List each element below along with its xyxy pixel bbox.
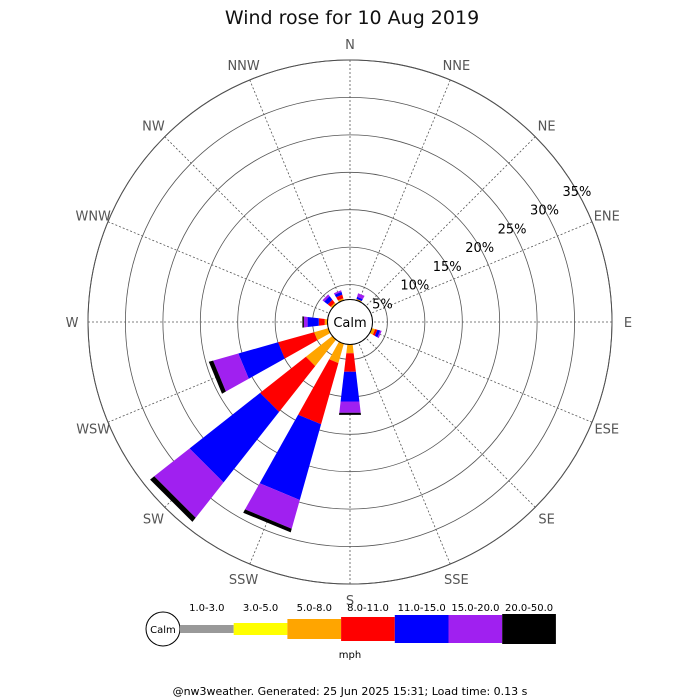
direction-label-sw: SW [143, 513, 164, 528]
legend-label-3: 8.0-11.0 [347, 603, 389, 614]
bar-wsw-bin5 [213, 353, 249, 392]
ring-label: 20% [465, 241, 494, 256]
legend-label-2: 5.0-8.0 [297, 603, 332, 614]
direction-label-nne: NNE [443, 59, 471, 74]
spoke-se [349, 321, 536, 508]
legend-label-0: 1.0-3.0 [189, 603, 224, 614]
wind-bars [150, 290, 382, 533]
legend-label-6: 20.0-50.0 [505, 603, 553, 614]
legend-label-4: 11.0-15.0 [398, 603, 446, 614]
ring-label: 35% [562, 185, 591, 200]
bar-sw-bin6 [150, 476, 196, 522]
ring-labels: 5% 10% 15%20% 25%30%35% [372, 185, 591, 312]
bar-s-bin3 [344, 353, 356, 372]
ring-label: 25% [498, 222, 527, 237]
bar-ssw-bin3 [298, 359, 339, 425]
bar-sw-bin5 [154, 448, 224, 518]
legend-swatch-6 [502, 614, 556, 644]
bar-nnw-bin3 [336, 294, 344, 301]
bar-nw-bin3 [327, 299, 335, 307]
calm-label: Calm [333, 316, 366, 331]
direction-label-e: E [624, 316, 632, 331]
bar-nne-bin4 [356, 296, 363, 302]
legend-label-5: 15.0-20.0 [451, 603, 499, 614]
speed-legend: Calm 1.0-3.0 3.0-5.0 5.0-8.0 8.0-11.0 11.0-15… [145, 603, 556, 647]
direction-label-wsw: WSW [76, 422, 110, 437]
calm-circle [327, 299, 373, 345]
grid-ring [162, 134, 538, 510]
bar-ese-bin5 [377, 330, 382, 339]
ring-label: 30% [530, 204, 559, 219]
bar-w-bin2 [324, 319, 328, 325]
direction-label-w: W [66, 316, 79, 331]
spoke-nnw [249, 79, 351, 323]
spoke-sse [349, 321, 451, 565]
direction-labels: N NNE NE ENE E ESE SE SSE S SSW SW WSW W WNW NW NNW [66, 38, 633, 609]
bar-ssw-bin2 [329, 341, 344, 364]
chart-title: Wind rose for 10 Aug 2019 [225, 7, 479, 29]
direction-label-ene: ENE [594, 210, 620, 225]
legend-swatch-4 [394, 615, 449, 643]
bar-nnw-bin5 [333, 290, 342, 295]
bar-w-bin3 [318, 318, 325, 326]
bar-sw-bin3 [260, 356, 316, 412]
bar-ssw-bin4 [259, 414, 322, 500]
spoke-nw [164, 136, 351, 323]
bar-nne-bin5 [357, 293, 365, 300]
legend-swatch-5 [448, 615, 503, 643]
legend-swatch-0 [180, 625, 234, 633]
bar-w-bin4 [307, 317, 319, 327]
direction-label-ese: ESE [594, 422, 619, 437]
bar-wsw-bin4 [238, 342, 285, 379]
bar-ssw-bin5 [245, 483, 300, 529]
legend-label-1: 3.0-5.0 [243, 603, 278, 614]
legend-swatch-3 [341, 617, 395, 641]
direction-label-ne: NE [538, 119, 556, 134]
bar-s-bin4 [340, 371, 360, 402]
bar-nw-bin4 [324, 296, 333, 305]
direction-label-nw: NW [142, 119, 165, 134]
footer-text: @nw3weather. Generated: 25 Jun 2025 15:3… [173, 685, 528, 698]
bar-nnw-bin4 [334, 291, 343, 298]
bar-nw-bin5 [322, 294, 330, 302]
bar-w-bin6 [302, 316, 304, 328]
spoke-wnw [107, 221, 351, 323]
bar-nw-bin2 [330, 302, 337, 309]
direction-label-se: SE [538, 513, 554, 528]
legend-calm-label: Calm [150, 625, 176, 636]
ring-label: 10% [400, 279, 429, 294]
direction-label-ssw: SSW [229, 573, 259, 588]
bar-nnw-bin2 [337, 298, 344, 303]
ring-label: 5% [372, 297, 393, 312]
direction-label-sse: SSE [444, 573, 469, 588]
bar-ssw-bin6 [243, 509, 292, 533]
legend-unit: mph [339, 650, 361, 661]
ring-label: 15% [433, 260, 462, 275]
bar-ese-bin4 [374, 329, 381, 338]
bar-wsw-bin6 [208, 360, 226, 394]
bar-s-bin6 [339, 412, 361, 415]
direction-label-nnw: NNW [227, 59, 259, 74]
bar-ese-bin3 [372, 329, 378, 336]
spoke-ese [349, 321, 593, 423]
bar-wsw-bin3 [278, 332, 318, 359]
direction-label-wnw: WNW [75, 210, 111, 225]
bar-s-bin5 [339, 401, 361, 413]
direction-label-n: N [345, 38, 355, 53]
legend-swatch-2 [287, 619, 342, 639]
bar-s-bin2 [346, 344, 354, 354]
bar-sw-bin2 [305, 335, 337, 367]
bar-sw-bin4 [189, 392, 280, 483]
calm-center: Calm [327, 299, 373, 345]
legend-swatch-1 [233, 623, 288, 635]
direction-label-s: S [346, 594, 354, 609]
bar-w-bin5 [303, 316, 308, 328]
bar-wsw-bin2 [314, 328, 331, 341]
polar-grid [87, 59, 613, 585]
